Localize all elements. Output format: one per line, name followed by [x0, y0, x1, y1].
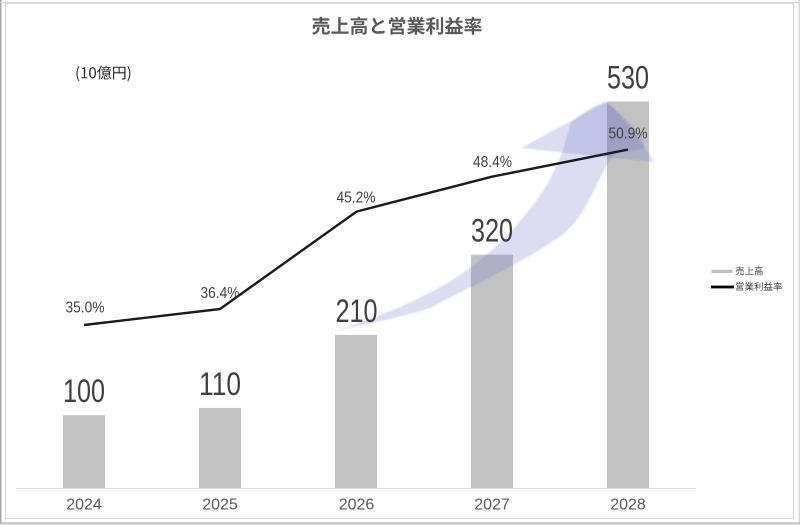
- svg-text:110: 110: [199, 366, 241, 402]
- svg-text:2025: 2025: [202, 497, 238, 514]
- svg-text:210: 210: [336, 293, 378, 329]
- svg-text:48.4%: 48.4%: [473, 154, 512, 171]
- svg-text:35.0%: 35.0%: [66, 300, 105, 317]
- svg-text:320: 320: [471, 213, 513, 249]
- svg-text:100: 100: [63, 373, 105, 409]
- svg-text:2026: 2026: [339, 497, 375, 514]
- svg-text:36.4%: 36.4%: [201, 285, 240, 302]
- svg-text:530: 530: [607, 60, 649, 96]
- svg-text:2028: 2028: [610, 497, 646, 514]
- svg-text:2024: 2024: [66, 497, 102, 514]
- svg-text:2027: 2027: [474, 497, 510, 514]
- svg-text:45.2%: 45.2%: [337, 190, 376, 207]
- svg-text:50.9%: 50.9%: [609, 126, 648, 143]
